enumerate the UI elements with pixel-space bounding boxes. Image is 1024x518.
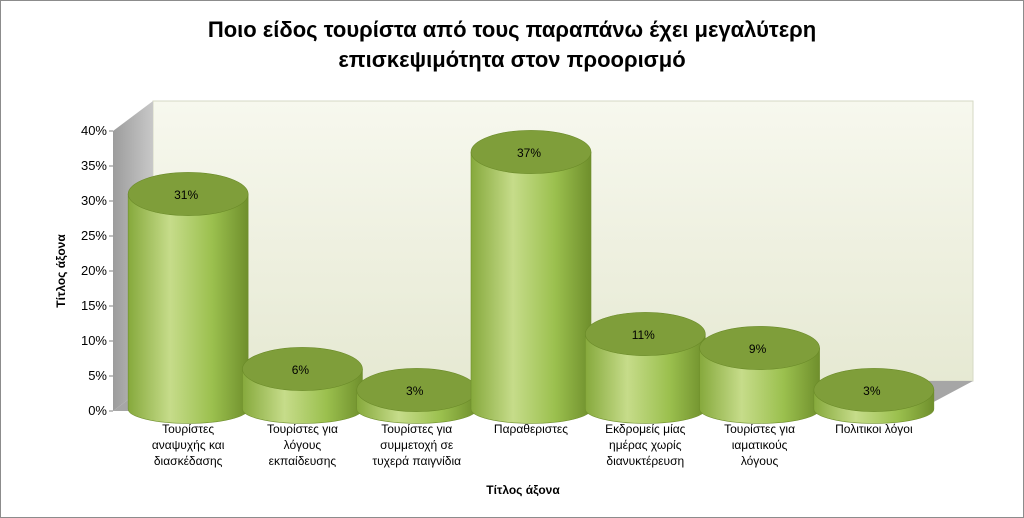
x-category-label-line: Εκδρομείς μίας <box>605 422 686 436</box>
x-category-label: Τουρίστες για ιαματικούς λόγους <box>724 422 795 468</box>
x-category-label-line: Παραθεριστες <box>494 422 568 436</box>
bar: 6% <box>242 347 363 424</box>
x-axis-title: Τίτλος άξονα <box>486 483 560 497</box>
x-category-label-line: ιαματικούς <box>732 438 788 452</box>
bar-top <box>699 326 820 370</box>
y-tick-label: 40% <box>81 123 107 138</box>
data-label: 6% <box>292 363 310 377</box>
x-category-label-line: Τουρίστες για <box>267 422 338 436</box>
x-category-label-line: λόγους <box>741 454 779 468</box>
x-category-label: Τουρίστες για συμμετοχή σε τυχερά παιγνίδι… <box>372 422 461 468</box>
x-axis-labels: Τουρίστες αναψυχής και διασκέδασηςΤουρίστε… <box>152 422 913 468</box>
x-category-label: Τουρίστες για λόγους εκπαίδευσης <box>267 422 338 468</box>
data-label: 37% <box>517 146 541 160</box>
x-category-label-line: εκπαίδευσης <box>269 454 337 468</box>
bar-top <box>813 368 935 412</box>
bars: 31% 6% 3% 37% 11% 9% 3% <box>127 130 935 424</box>
y-tick-label: 30% <box>81 193 107 208</box>
data-label: 3% <box>406 384 424 398</box>
data-label: 31% <box>174 188 198 202</box>
y-tick-label: 15% <box>81 298 107 313</box>
x-category-label-line: τυχερά παιγνίδια <box>372 454 461 468</box>
x-category-label: Εκδρομείς μίας ημέρας χωρίς διανυκτέρευση <box>605 422 686 468</box>
bar-top <box>470 130 592 174</box>
bar-top <box>242 347 363 391</box>
x-category-label: Πολιτικοι λόγοι <box>835 422 913 436</box>
data-label: 11% <box>632 328 655 342</box>
x-category-label-line: διανυκτέρευση <box>606 454 684 468</box>
x-category-label-line: λόγους <box>284 438 322 452</box>
bar: 31% <box>127 172 249 424</box>
bar: 3% <box>356 368 478 424</box>
y-axis-ticks: 0% 5% 10% 15% 20% 25% 30% 35% 40% <box>81 123 113 418</box>
bar-top <box>127 172 249 216</box>
y-tick-label: 5% <box>88 368 107 383</box>
bar: 3% <box>813 368 935 424</box>
y-tick-label: 10% <box>81 333 107 348</box>
bar: 37% <box>470 130 592 424</box>
x-category-label: Παραθεριστες <box>494 422 568 436</box>
chart-title-line-2: επισκεψιμότητα στον προορισμό <box>338 47 686 72</box>
x-category-label-line: διασκέδασης <box>154 454 223 468</box>
y-tick-label: 35% <box>81 158 107 173</box>
x-category-label-line: αναψυχής και <box>152 438 225 452</box>
x-category-label-line: Τουρίστες για <box>724 422 795 436</box>
x-category-label-line: Τουρίστες <box>162 422 214 436</box>
y-tick-label: 20% <box>81 263 107 278</box>
y-tick-label: 25% <box>81 228 107 243</box>
x-category-label-line: ημέρας χωρίς <box>609 438 682 452</box>
x-category-label-line: συμμετοχή σε <box>380 438 454 452</box>
data-label: 9% <box>749 342 767 356</box>
bar-top <box>584 312 706 356</box>
chart-title: Ποιο είδος τουρίστα από τους παραπάνω έχ… <box>1 15 1023 75</box>
x-category-label-line: Τουρίστες για <box>381 422 452 436</box>
y-axis-title: Τίτλος άξονα <box>54 234 68 308</box>
y-tick-label: 0% <box>88 403 107 418</box>
bar: 9% <box>699 326 820 424</box>
x-category-label: Τουρίστες αναψυχής και διασκέδασης <box>152 422 225 468</box>
x-category-label-line: Πολιτικοι λόγοι <box>835 422 913 436</box>
data-label: 3% <box>863 384 881 398</box>
bar-body <box>470 151 592 424</box>
bar-body <box>127 193 249 424</box>
chart-title-line-1: Ποιο είδος τουρίστα από τους παραπάνω έχ… <box>207 17 817 42</box>
bar: 11% <box>584 312 706 424</box>
